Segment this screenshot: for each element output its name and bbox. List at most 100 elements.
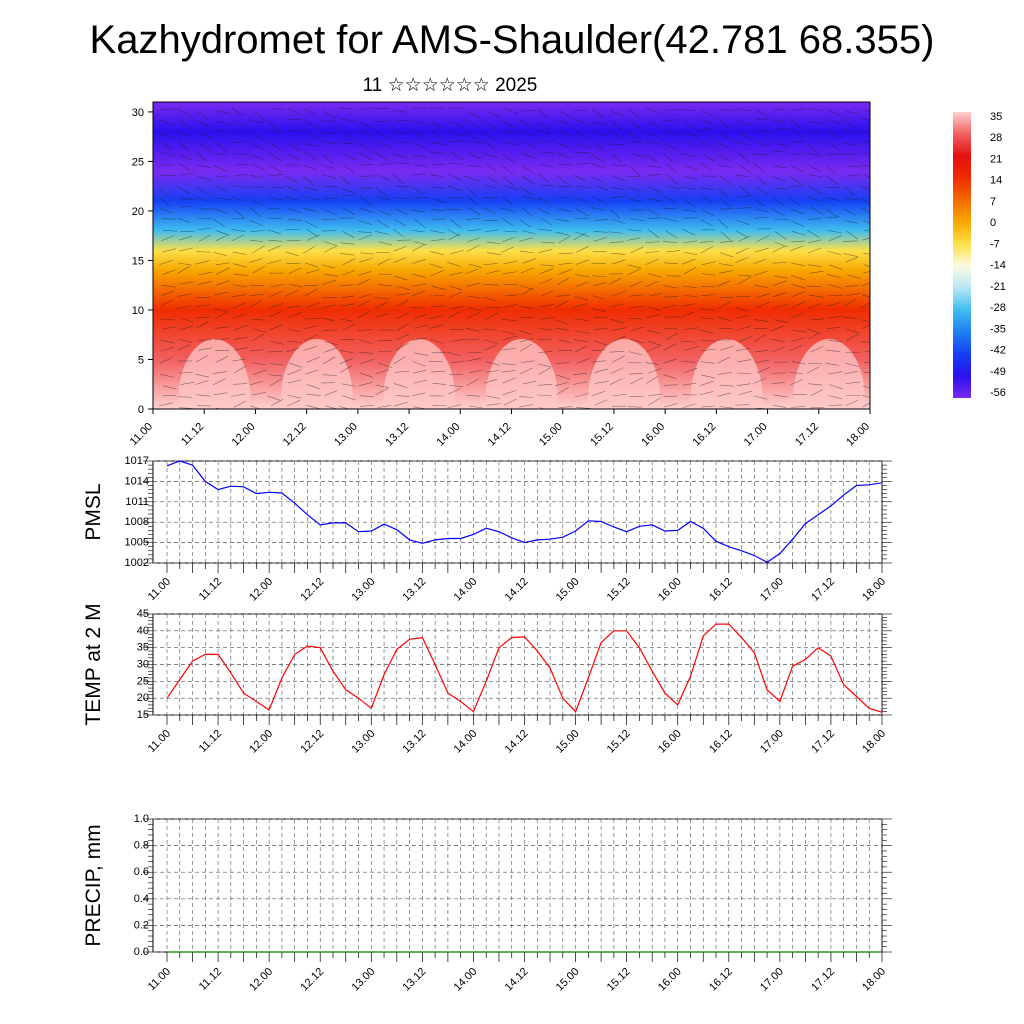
x-tick-label: 11.00 bbox=[146, 966, 173, 993]
wind-barb bbox=[270, 398, 284, 407]
wind-barb bbox=[502, 165, 514, 175]
wind-barb bbox=[395, 312, 409, 320]
wind-barb bbox=[792, 301, 806, 308]
wind-barb bbox=[396, 141, 411, 144]
wind-barb bbox=[609, 208, 621, 219]
pmsl-panel: 1002 1005 1008 1011 1014 1017 11.00 11.12 12.00 1… bbox=[82, 455, 892, 604]
wind-barb bbox=[682, 285, 697, 288]
wind-barb bbox=[321, 304, 336, 309]
wind-barb bbox=[594, 399, 608, 406]
wind-barb bbox=[828, 119, 842, 125]
wind-barb bbox=[503, 185, 518, 190]
x-tick-label: 13.00 bbox=[349, 966, 377, 994]
x-tick-label: 16.00 bbox=[656, 728, 684, 756]
wind-barb bbox=[791, 262, 805, 267]
wind-barb bbox=[395, 342, 409, 351]
x-tick-label: 12.00 bbox=[247, 576, 275, 604]
wind-barb bbox=[537, 173, 550, 183]
wind-barb bbox=[860, 186, 870, 191]
wind-barb bbox=[484, 120, 496, 131]
wind-barb bbox=[647, 165, 662, 168]
surface-warm-cells bbox=[178, 339, 866, 409]
x-tick-label: 15.00 bbox=[554, 966, 582, 994]
wind-barb bbox=[285, 196, 300, 201]
wind-barb bbox=[826, 197, 841, 202]
wind-barb bbox=[630, 305, 645, 308]
wind-barb bbox=[322, 120, 337, 122]
x-tick-label: 11.12 bbox=[197, 966, 224, 993]
wind-barb bbox=[357, 271, 372, 276]
wind-barb bbox=[320, 163, 335, 170]
wind-barb bbox=[342, 323, 356, 331]
wind-barb bbox=[231, 393, 245, 397]
wind-barb bbox=[196, 296, 211, 298]
wind-barb bbox=[612, 218, 626, 225]
wind-barb bbox=[772, 165, 787, 169]
wind-barb bbox=[503, 176, 515, 187]
x-tick-label: 13.12 bbox=[383, 421, 411, 449]
temp2m-panel: 15 20 25 30 35 40 45 11.00 11.12 12.00 12.12 13.00 1… bbox=[82, 603, 892, 756]
wind-barb bbox=[807, 303, 822, 309]
wind-barb bbox=[810, 406, 825, 409]
x-tick-label: 14.00 bbox=[452, 728, 480, 756]
wind-barb bbox=[772, 108, 787, 111]
wind-barb bbox=[663, 304, 677, 309]
wind-barb bbox=[160, 340, 175, 344]
wind-barb bbox=[251, 362, 266, 366]
wind-barb bbox=[828, 371, 843, 375]
wind-barb bbox=[608, 231, 623, 234]
x-tick-label: 15.12 bbox=[605, 966, 633, 994]
wind-barb bbox=[681, 109, 696, 112]
wind-barb bbox=[396, 285, 411, 291]
wind-barb bbox=[555, 300, 569, 308]
wind-barb bbox=[501, 363, 516, 365]
wind-barb bbox=[287, 305, 302, 309]
wind-barb bbox=[701, 348, 716, 351]
wind-barb bbox=[701, 374, 715, 379]
wind-barb bbox=[754, 270, 768, 276]
wind-barb bbox=[430, 270, 444, 277]
wind-barb bbox=[536, 197, 551, 204]
wind-barb bbox=[267, 229, 282, 235]
wind-barb bbox=[538, 328, 553, 331]
wind-barb bbox=[341, 270, 356, 276]
wind-barb bbox=[555, 319, 569, 325]
wind-barb bbox=[198, 142, 211, 152]
wind-barb bbox=[574, 345, 588, 353]
wind-barb bbox=[755, 186, 768, 195]
colorbar-label: -28 bbox=[990, 302, 1006, 314]
wind-barb bbox=[375, 369, 390, 375]
wind-barb bbox=[828, 315, 843, 319]
wind-barb bbox=[288, 267, 302, 274]
wind-barb bbox=[684, 165, 698, 171]
wind-barb bbox=[303, 334, 317, 342]
wind-barb bbox=[374, 231, 389, 235]
wind-barb bbox=[736, 314, 751, 319]
wind-barb bbox=[647, 120, 661, 128]
wind-barb bbox=[738, 390, 752, 396]
wind-barb bbox=[522, 380, 537, 385]
wind-barb bbox=[358, 339, 373, 344]
wind-barb bbox=[773, 319, 788, 323]
wind-barb bbox=[575, 259, 590, 265]
wind-barb bbox=[375, 388, 388, 396]
wind-barb bbox=[738, 164, 751, 173]
wind-barb bbox=[503, 260, 518, 265]
wind-barb bbox=[593, 141, 605, 152]
wind-barb bbox=[450, 361, 465, 363]
x-tick-label: 12.12 bbox=[298, 576, 326, 604]
wind-barb bbox=[827, 283, 842, 289]
wind-barb bbox=[252, 391, 266, 396]
wind-barb bbox=[574, 295, 588, 301]
wind-barb bbox=[681, 303, 696, 307]
wind-barb bbox=[304, 164, 318, 170]
wind-barb bbox=[520, 186, 533, 196]
y-tick-label: 5 bbox=[138, 354, 144, 366]
wind-barb bbox=[377, 404, 392, 408]
wind-barb bbox=[395, 395, 410, 398]
chart-title: Kazhydromet for AMS-Shaulder(42.781 68.3… bbox=[89, 18, 935, 62]
wind-barb bbox=[737, 152, 749, 163]
wind-barb bbox=[466, 237, 481, 243]
wind-barb bbox=[699, 218, 713, 227]
wind-barb bbox=[612, 393, 627, 397]
